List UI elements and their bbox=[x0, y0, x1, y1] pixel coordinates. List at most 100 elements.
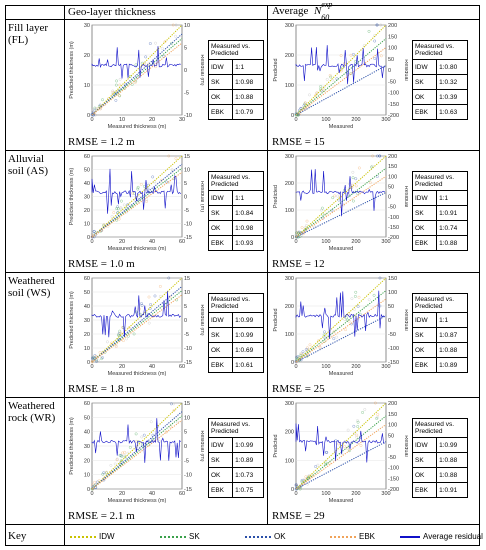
fit-line bbox=[91, 42, 183, 116]
scatter-point bbox=[145, 198, 149, 202]
y2-tick-label: 0 bbox=[184, 195, 187, 201]
scatter-point bbox=[367, 29, 371, 33]
y2-tick-label: -100 bbox=[388, 346, 399, 352]
y-tick-label: 100 bbox=[285, 83, 294, 89]
scatter-point bbox=[305, 354, 309, 358]
ratio-table-row: EBK 1:0.79 bbox=[207, 104, 264, 120]
rmse-label: RMSE = 2.1 m bbox=[68, 510, 135, 522]
scatter-point bbox=[356, 420, 360, 424]
scatter-point bbox=[149, 303, 152, 306]
ratio-cell: 1:0.73 bbox=[232, 467, 264, 483]
scatter-point bbox=[322, 333, 326, 337]
x-tick-label: 100 bbox=[321, 117, 330, 123]
scatter-point bbox=[95, 360, 98, 363]
ratio-table-row: OK 1:0.69 bbox=[207, 342, 264, 358]
fit-line bbox=[295, 441, 387, 490]
y2-tick-label: 5 bbox=[184, 181, 187, 187]
y2-tick-label: -5 bbox=[184, 208, 189, 214]
scatter-point bbox=[322, 89, 326, 93]
scatter-point bbox=[93, 111, 96, 115]
ratio-table-row: SK 1:0.98 bbox=[207, 74, 264, 90]
fit-line bbox=[91, 38, 183, 116]
x-axis-label: Measured thickness (m) bbox=[108, 246, 167, 252]
scatter-point bbox=[329, 75, 333, 79]
x-tick-label: 0 bbox=[90, 364, 93, 370]
y-tick-label: 0 bbox=[291, 235, 294, 241]
scatter-point bbox=[325, 451, 329, 454]
fit-line bbox=[91, 402, 183, 490]
scatter-point bbox=[298, 235, 302, 238]
scatter-point bbox=[294, 233, 298, 237]
scatter-point bbox=[109, 463, 113, 467]
ratio-table-row: SK 1:0.91 bbox=[411, 205, 468, 221]
legend-swatch bbox=[400, 536, 420, 538]
y-axis-label: Predicted thickness (m) bbox=[69, 41, 75, 99]
scatter-point bbox=[168, 295, 172, 299]
scatter-point bbox=[325, 77, 329, 81]
y2-tick-label: 150 bbox=[388, 276, 397, 282]
ratio-table-row: EBK 1:0.63 bbox=[411, 104, 468, 120]
scatter-point bbox=[379, 23, 383, 27]
scatter-point bbox=[98, 351, 102, 354]
ratio-table-row: SK 1:0.87 bbox=[411, 327, 468, 343]
y-tick-label: 40 bbox=[84, 304, 90, 310]
method-cell: IDW bbox=[207, 190, 234, 206]
scatter-point bbox=[339, 54, 343, 57]
y-tick-label: 0 bbox=[87, 487, 90, 493]
scatter-point bbox=[115, 79, 118, 83]
y-axis-label: Predicted bbox=[273, 185, 279, 208]
method-cell: SK bbox=[207, 452, 234, 468]
y2-tick-label: -10 bbox=[184, 473, 192, 479]
scatter-point bbox=[123, 450, 127, 454]
average-residual-line bbox=[91, 46, 181, 79]
x-tick-label: 300 bbox=[381, 117, 390, 123]
method-cell: EBK bbox=[207, 482, 234, 498]
y-axis-label: Predicted bbox=[273, 434, 279, 457]
ratio-cell: 1:0.91 bbox=[436, 482, 468, 498]
border-left bbox=[5, 5, 6, 546]
fit-line bbox=[295, 415, 387, 490]
scatter-point bbox=[304, 227, 308, 231]
ratio-table-row: OK 1:0.39 bbox=[411, 89, 468, 105]
scatter-point bbox=[297, 355, 301, 359]
scatter-point bbox=[172, 409, 176, 412]
y2-tick-label: 150 bbox=[388, 164, 397, 170]
fit-line bbox=[295, 424, 387, 490]
y2-tick-label: 150 bbox=[388, 412, 397, 418]
y-tick-label: 60 bbox=[84, 154, 90, 160]
x-axis-label: Measured bbox=[329, 124, 353, 130]
ratio-table-row: OK 1:0.73 bbox=[207, 467, 264, 483]
legend-swatch bbox=[245, 536, 271, 538]
y2-tick-label: 100 bbox=[388, 423, 397, 429]
legend-item: OK bbox=[245, 532, 286, 542]
ratio-cell: 1:0.99 bbox=[232, 312, 264, 328]
legend-item: IDW bbox=[70, 532, 115, 542]
y2-tick-label: -50 bbox=[388, 205, 396, 211]
x-tick-label: 0 bbox=[294, 239, 297, 245]
scatter-point bbox=[124, 82, 128, 86]
legend-swatch bbox=[330, 536, 356, 538]
ratio-table-row: IDW 1:1 bbox=[411, 190, 468, 206]
method-cell: SK bbox=[411, 452, 438, 468]
scatter-point bbox=[299, 358, 303, 362]
scatter-point bbox=[174, 157, 178, 160]
legend-label: EBK bbox=[359, 532, 376, 541]
y2-tick-label: 0 bbox=[184, 68, 187, 74]
scatter-point bbox=[354, 177, 358, 181]
method-cell: IDW bbox=[411, 312, 438, 328]
x-axis-label: Measured bbox=[329, 371, 353, 377]
ratio-table-row: IDW 1:1 bbox=[207, 190, 264, 206]
scatter-point bbox=[294, 487, 298, 491]
scatter-point bbox=[353, 307, 356, 311]
y2-tick-label: 0 bbox=[388, 318, 391, 324]
scatter-point bbox=[294, 359, 298, 363]
y-tick-label: 30 bbox=[84, 318, 90, 324]
scatter-point bbox=[355, 435, 358, 439]
scatter-point bbox=[361, 411, 364, 414]
scatter-point bbox=[351, 176, 355, 180]
